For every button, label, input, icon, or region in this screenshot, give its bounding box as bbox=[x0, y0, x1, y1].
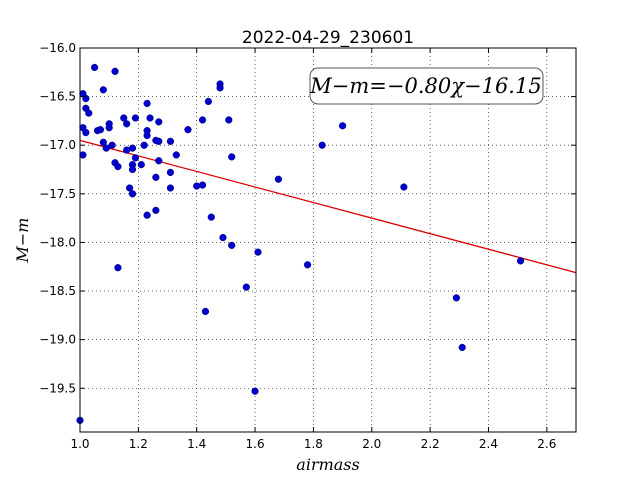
data-point bbox=[166, 168, 175, 177]
x-tick-label: 1.4 bbox=[187, 437, 206, 451]
x-tick-label: 1.6 bbox=[246, 437, 265, 451]
data-point bbox=[452, 294, 460, 302]
data-point bbox=[143, 211, 151, 219]
x-tick-label: 1.0 bbox=[70, 437, 89, 451]
data-point bbox=[82, 128, 90, 137]
y-tick-label: −19.0 bbox=[39, 333, 76, 347]
data-point bbox=[85, 109, 93, 117]
data-point bbox=[219, 233, 227, 242]
data-point bbox=[155, 157, 163, 165]
data-point bbox=[251, 387, 259, 395]
data-point bbox=[172, 151, 180, 159]
x-tick-label: 2.0 bbox=[362, 437, 381, 451]
fit-equation: M−m=−0.80χ−16.15 bbox=[309, 74, 541, 98]
data-point bbox=[131, 114, 140, 122]
data-point bbox=[152, 173, 160, 181]
fit-line bbox=[79, 139, 577, 274]
data-point bbox=[90, 63, 99, 72]
data-point bbox=[120, 114, 128, 122]
y-tick-label: −17.5 bbox=[39, 187, 76, 201]
data-point bbox=[111, 67, 119, 75]
x-axis-ticks: 1.0 1.2 1.4 1.6 1.8 2.0 2.2 2.4 2.6 bbox=[70, 48, 556, 451]
x-tick-label: 2.2 bbox=[421, 437, 440, 451]
x-tick-label: 2.4 bbox=[479, 437, 498, 451]
data-point bbox=[318, 141, 326, 149]
data-point bbox=[254, 248, 262, 256]
y-tick-label: −19.5 bbox=[39, 381, 76, 395]
data-point bbox=[516, 257, 525, 265]
data-point bbox=[99, 86, 107, 94]
data-point bbox=[184, 126, 192, 134]
data-point bbox=[128, 144, 137, 152]
data-point bbox=[96, 126, 105, 134]
data-point bbox=[131, 154, 140, 162]
data-point bbox=[338, 122, 347, 130]
data-point bbox=[303, 261, 312, 269]
data-point bbox=[204, 97, 212, 106]
data-point bbox=[198, 116, 207, 124]
data-point bbox=[99, 138, 107, 146]
data-point bbox=[137, 161, 145, 169]
data-point bbox=[201, 307, 210, 316]
data-point bbox=[155, 137, 163, 145]
data-point bbox=[458, 343, 466, 352]
data-point bbox=[105, 124, 113, 132]
y-axis-label: M−m bbox=[13, 218, 32, 264]
data-point bbox=[143, 99, 151, 108]
data-point bbox=[228, 153, 236, 161]
y-tick-label: −17.0 bbox=[39, 138, 76, 152]
data-point bbox=[400, 183, 408, 191]
y-tick-label: −18.5 bbox=[39, 284, 76, 298]
data-points bbox=[76, 63, 525, 424]
data-point bbox=[128, 165, 137, 174]
data-point bbox=[274, 175, 283, 183]
data-point bbox=[79, 151, 87, 159]
y-axis-ticks: −16.0 −16.5 −17.0 −17.5 −18.0 −18.5 −19.0 −19.5 bbox=[39, 41, 576, 395]
fit-line-group bbox=[79, 139, 577, 274]
data-point bbox=[216, 84, 224, 92]
data-point bbox=[140, 141, 148, 149]
y-tick-label: −16.0 bbox=[39, 41, 76, 55]
data-point bbox=[102, 144, 110, 152]
data-point bbox=[152, 206, 160, 214]
data-point bbox=[128, 190, 137, 198]
data-point bbox=[166, 184, 175, 192]
data-point bbox=[155, 118, 163, 126]
chart-title: 2022-04-29_230601 bbox=[242, 28, 414, 48]
data-point bbox=[207, 213, 215, 221]
x-tick-label: 2.6 bbox=[537, 437, 556, 451]
data-point bbox=[146, 114, 154, 122]
data-point bbox=[126, 184, 134, 192]
x-axis-label: airmass bbox=[296, 455, 359, 474]
fit-annotation: M−m=−0.80χ−16.15 bbox=[309, 67, 544, 105]
annotation-box bbox=[309, 67, 544, 105]
data-point bbox=[114, 163, 122, 171]
data-point bbox=[198, 181, 207, 189]
data-point bbox=[166, 137, 175, 145]
data-point bbox=[225, 116, 233, 124]
plot-frame bbox=[79, 47, 577, 433]
y-tick-label: −18.0 bbox=[39, 235, 76, 249]
data-point bbox=[108, 141, 116, 149]
x-tick-label: 1.8 bbox=[304, 437, 323, 451]
data-point bbox=[123, 120, 131, 128]
x-tick-label: 1.2 bbox=[129, 437, 148, 451]
data-point bbox=[242, 283, 250, 291]
y-tick-label: −16.5 bbox=[39, 90, 76, 104]
data-point bbox=[114, 264, 122, 272]
data-point bbox=[143, 131, 151, 140]
data-point bbox=[228, 241, 236, 249]
